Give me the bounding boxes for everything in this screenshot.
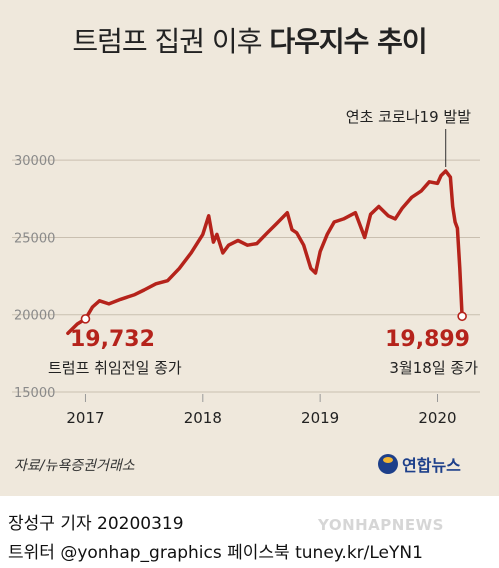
x-tick-label: 2017 (66, 409, 104, 427)
start-point-marker (80, 314, 91, 324)
yonhap-logo: 연합뉴스 (378, 452, 461, 476)
x-tick-label: 2019 (301, 409, 339, 427)
reporter-credit: 장성구 기자 20200319 (8, 514, 184, 534)
logo-text: 연합뉴스 (402, 456, 461, 475)
chart-plot: 15000 20000 25000 30000 2017 2018 2019 2020 연초… (12, 108, 480, 427)
dow-series-line (66, 169, 464, 336)
y-tick-label: 25000 (14, 231, 55, 246)
y-tick-label: 30000 (14, 154, 55, 169)
end-caption: 3월18일 종가 (389, 359, 478, 377)
chart-title-light: 트럼프 집권 이후 (72, 25, 262, 58)
social-links: 트위터 @yonhap_graphics 페이스북 tuney.kr/LeYN1 (8, 543, 423, 563)
watermark: YONHAPNEWS (318, 516, 444, 534)
peak-annotation: 연초 코로나19 발발 (346, 108, 471, 126)
series-layer (66, 169, 467, 336)
y-tick-labels: 15000 20000 25000 30000 (14, 154, 55, 401)
grid-lines (12, 159, 480, 402)
chart-title: 트럼프 집권 이후 다우지수 추이 (0, 20, 499, 60)
start-caption: 트럼프 취임전일 종가 (48, 359, 182, 377)
x-tick-label: 2018 (184, 409, 222, 427)
source-note: 자료/뉴욕증권거래소 (14, 458, 135, 474)
start-value-label: 19,732 (70, 327, 155, 352)
x-tick-label: 2020 (418, 409, 456, 427)
yonhap-globe-icon (378, 454, 398, 474)
y-tick-label: 20000 (14, 309, 55, 324)
annotations: 연초 코로나19 발발 19,732 트럼프 취임전일 종가 19,899 3월18일 … (48, 108, 478, 377)
chart-card: 트럼프 집권 이후 다우지수 추이 15000 20000 25000 30000 2… (0, 0, 499, 496)
chart-title-bold: 다우지수 추이 (269, 25, 427, 58)
end-value-label: 19,899 (385, 327, 470, 352)
end-point-marker (457, 311, 467, 322)
x-tick-labels: 2017 2018 2019 2020 (66, 409, 456, 427)
y-tick-label: 15000 (14, 386, 55, 401)
